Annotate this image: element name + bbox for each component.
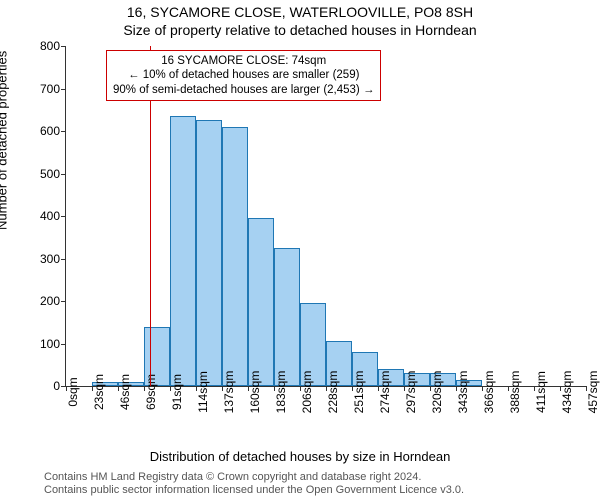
y-tick-mark (61, 259, 66, 260)
y-tick-mark (61, 89, 66, 90)
x-tick-label: 0sqm (66, 377, 80, 406)
annotation-box: 16 SYCAMORE CLOSE: 74sqm← 10% of detache… (106, 50, 381, 101)
y-tick-mark (61, 46, 66, 47)
histogram-bar (274, 248, 300, 386)
y-tick-label: 100 (26, 337, 60, 351)
address-title: 16, SYCAMORE CLOSE, WATERLOOVILLE, PO8 8… (0, 4, 600, 20)
x-tick-label: 457sqm (586, 371, 600, 414)
x-tick-label: 206sqm (300, 371, 314, 414)
x-tick-label: 114sqm (196, 371, 210, 413)
y-tick-label: 300 (26, 252, 60, 266)
y-tick-mark (61, 344, 66, 345)
histogram-bar (170, 116, 196, 386)
x-tick-label: 366sqm (482, 371, 496, 414)
y-tick-mark (61, 301, 66, 302)
histogram-bar (196, 120, 222, 386)
x-tick-label: 434sqm (560, 371, 574, 414)
footer-line: Contains HM Land Registry data © Crown c… (44, 471, 584, 485)
x-tick-label: 160sqm (248, 371, 262, 414)
x-tick-label: 320sqm (430, 371, 444, 414)
histogram-bar (222, 127, 248, 386)
x-axis-label: Distribution of detached houses by size … (0, 449, 600, 464)
footer-line: Contains public sector information licen… (44, 484, 584, 498)
footer-attribution: Contains HM Land Registry data © Crown c… (44, 471, 584, 499)
x-tick-label: 251sqm (352, 371, 366, 414)
y-tick-mark (61, 174, 66, 175)
plot-area: 01002003004005006007008000sqm23sqm46sqm6… (65, 46, 586, 387)
x-tick-label: 183sqm (274, 371, 288, 414)
y-tick-label: 400 (26, 209, 60, 223)
x-tick-label: 274sqm (378, 371, 392, 414)
x-tick-label: 411sqm (534, 371, 548, 413)
x-tick-label: 228sqm (326, 371, 340, 414)
x-tick-label: 91sqm (170, 374, 184, 410)
y-axis-label: Number of detached properties (0, 51, 10, 230)
annotation-line: ← 10% of detached houses are smaller (25… (113, 68, 374, 82)
x-tick-label: 137sqm (222, 371, 236, 414)
y-tick-label: 200 (26, 294, 60, 308)
x-tick-label: 69sqm (144, 374, 158, 410)
y-tick-label: 800 (26, 39, 60, 53)
y-tick-label: 700 (26, 82, 60, 96)
figure: 16, SYCAMORE CLOSE, WATERLOOVILLE, PO8 8… (0, 0, 600, 500)
chart-subtitle: Size of property relative to detached ho… (0, 22, 600, 38)
y-tick-label: 500 (26, 167, 60, 181)
x-tick-label: 343sqm (456, 371, 470, 414)
y-tick-mark (61, 131, 66, 132)
x-tick-label: 297sqm (404, 371, 418, 414)
histogram-bar (248, 218, 274, 386)
x-tick-label: 46sqm (118, 374, 132, 410)
y-tick-mark (61, 216, 66, 217)
y-tick-label: 0 (26, 379, 60, 393)
x-tick-label: 388sqm (508, 371, 522, 414)
annotation-line: 90% of semi-detached houses are larger (… (113, 83, 374, 97)
annotation-line: 16 SYCAMORE CLOSE: 74sqm (113, 54, 374, 68)
x-tick-label: 23sqm (92, 374, 106, 410)
y-tick-label: 600 (26, 124, 60, 138)
